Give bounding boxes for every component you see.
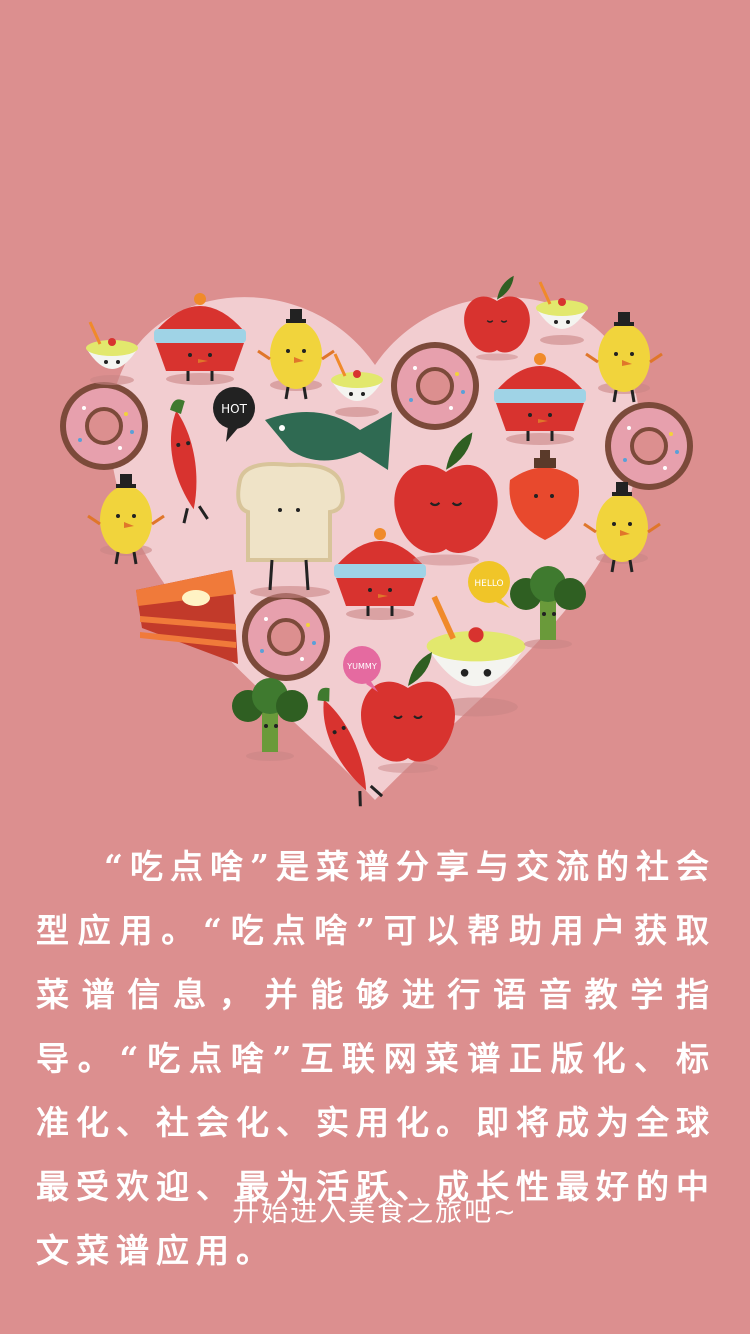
bread-icon [236,462,345,598]
start-food-journey-link[interactable]: 开始进入美食之旅吧~ [232,1197,518,1228]
fish-icon [265,412,392,470]
hot-speech-bubble: HOT [213,387,255,442]
svg-text:HELLO: HELLO [474,579,503,589]
donut-icon [240,591,332,683]
svg-text:YUMMY: YUMMY [346,662,377,671]
food-heart-illustration: HOT HELLO YUMMY [58,275,695,808]
yummy-speech-bubble: YUMMY [343,646,381,692]
donut-icon [389,340,481,432]
donut-icon [58,380,150,472]
svg-text:HOT: HOT [221,402,247,416]
cake-slice-icon [136,570,238,664]
strawberry-icon [509,450,580,540]
app-introduction-text: “吃点啥”是菜谱分享与交流的社会型应用。“吃点啥”可以帮助用户获取菜谱信息，并能… [36,847,716,1270]
hello-speech-bubble: HELLO [468,561,510,608]
donut-icon [603,400,695,492]
